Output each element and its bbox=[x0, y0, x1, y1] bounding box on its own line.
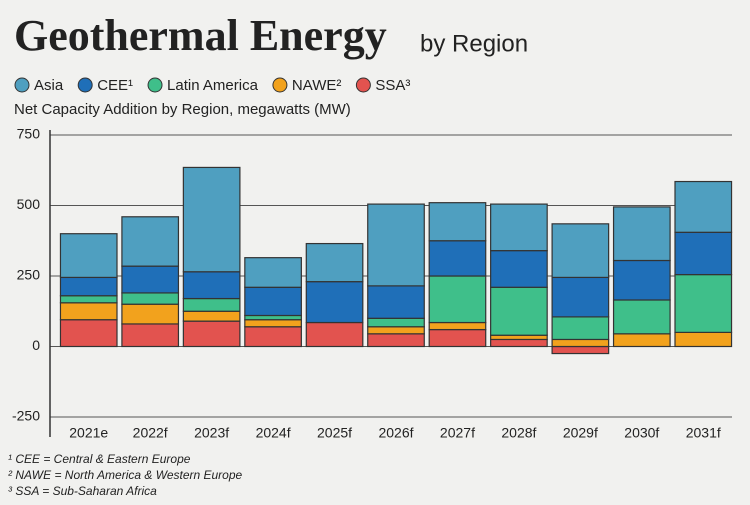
bar-segment bbox=[244, 326, 302, 348]
x-tick-label: 2022f bbox=[133, 425, 168, 441]
bar-segment bbox=[490, 334, 548, 341]
bar-segment bbox=[367, 285, 425, 319]
legend-marker bbox=[147, 77, 163, 93]
x-tick-label: 2024f bbox=[256, 425, 291, 441]
bar-segment bbox=[59, 276, 118, 297]
bar-segment bbox=[428, 321, 487, 331]
bar-segment bbox=[305, 321, 364, 348]
bar-segment bbox=[612, 333, 671, 348]
bar-segment bbox=[244, 314, 302, 321]
title-suffix: by Region bbox=[420, 30, 528, 57]
footnote: ² NAWE = North America & Western Europe bbox=[8, 468, 243, 482]
bar-segment bbox=[244, 257, 302, 288]
bar-segment bbox=[121, 265, 180, 294]
x-tick-label: 2023f bbox=[194, 425, 229, 441]
x-tick-label: 2031f bbox=[686, 425, 721, 441]
footnote: ³ SSA = Sub-Saharan Africa bbox=[8, 484, 157, 498]
bar-segment bbox=[182, 271, 241, 300]
bar-segment bbox=[182, 166, 241, 273]
x-tick-label: 2029f bbox=[563, 425, 598, 441]
bar-segment bbox=[551, 276, 610, 318]
bar-segment bbox=[551, 316, 610, 341]
bar-segment bbox=[182, 297, 241, 312]
legend-label: CEE¹ bbox=[97, 77, 133, 94]
bar-segment bbox=[428, 328, 487, 348]
bar-segment bbox=[244, 286, 302, 317]
x-tick-label: 2027f bbox=[440, 425, 475, 441]
x-tick-label: 2021e bbox=[69, 425, 108, 441]
bar-segment bbox=[428, 240, 487, 277]
legend-label: SSA³ bbox=[375, 77, 410, 94]
bar-segment bbox=[121, 303, 180, 325]
y-tick-label: -250 bbox=[12, 408, 40, 424]
bar-segment bbox=[367, 203, 425, 287]
bar-segment bbox=[428, 275, 487, 324]
bar-segment bbox=[490, 250, 548, 288]
bar-segment bbox=[305, 281, 364, 324]
bar-segment bbox=[674, 331, 733, 348]
bar-segment bbox=[612, 206, 671, 262]
bar-segment bbox=[121, 292, 180, 305]
bar-segment bbox=[674, 273, 733, 333]
bar-segment bbox=[367, 326, 425, 335]
subtitle: Net Capacity Addition by Region, megawat… bbox=[14, 101, 351, 118]
chart-title: Geothermal Energy bbox=[14, 11, 387, 60]
bar-segment bbox=[551, 338, 610, 348]
bar-segment bbox=[59, 319, 118, 348]
bar-segment bbox=[182, 310, 241, 322]
bar-segment bbox=[428, 202, 487, 242]
bar-segment bbox=[367, 317, 425, 328]
bar-segment bbox=[182, 320, 241, 348]
bar-segment bbox=[367, 333, 425, 348]
y-tick-label: 0 bbox=[32, 337, 40, 353]
bar-segment bbox=[612, 259, 671, 301]
bar-segment bbox=[551, 345, 610, 355]
bar-segment bbox=[490, 338, 548, 348]
y-tick-label: 250 bbox=[17, 267, 41, 283]
bar-segment bbox=[551, 223, 610, 279]
bar-segment bbox=[121, 323, 180, 348]
y-tick-label: 500 bbox=[17, 196, 41, 212]
footnote: ¹ CEE = Central & Eastern Europe bbox=[8, 452, 191, 466]
legend-label: Latin America bbox=[167, 77, 259, 94]
bar-segment bbox=[674, 180, 733, 233]
bar-segment bbox=[59, 233, 118, 279]
bar-segment bbox=[244, 319, 302, 328]
legend-label: Asia bbox=[34, 77, 64, 94]
y-tick-label: 750 bbox=[17, 126, 41, 142]
legend-marker bbox=[14, 77, 30, 93]
bar-segment bbox=[305, 242, 364, 283]
x-tick-label: 2028f bbox=[501, 425, 536, 441]
legend-marker bbox=[355, 77, 371, 93]
bar-segment bbox=[490, 203, 548, 252]
bar-segment bbox=[674, 231, 733, 276]
x-tick-label: 2025f bbox=[317, 425, 352, 441]
x-tick-label: 2030f bbox=[624, 425, 659, 441]
legend-label: NAWE² bbox=[292, 77, 341, 94]
bar-segment bbox=[59, 295, 118, 304]
bar-segment bbox=[59, 302, 118, 321]
bar-segment bbox=[121, 216, 180, 267]
x-tick-label: 2026f bbox=[378, 425, 413, 441]
legend-marker bbox=[77, 77, 93, 93]
bar-segment bbox=[612, 299, 671, 335]
legend-marker bbox=[272, 77, 288, 93]
bar-segment bbox=[490, 286, 548, 336]
